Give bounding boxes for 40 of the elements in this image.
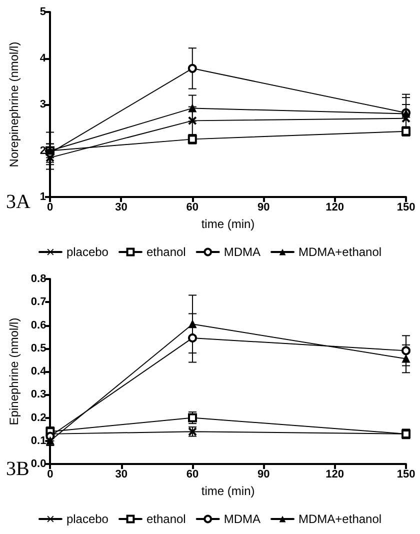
- x-tick-label: 30: [115, 468, 128, 480]
- x-tick-label: 0: [46, 202, 54, 214]
- y-tick-label: 0.7: [30, 296, 46, 308]
- y-tick-label: 2: [40, 144, 46, 157]
- legend-label: placebo: [66, 245, 109, 259]
- legend-label: MDMA: [224, 245, 261, 259]
- legend-label: MDMA+ethanol: [298, 512, 382, 526]
- x-tick-label: 120: [326, 468, 344, 480]
- y-axis-title: Norepinephrine (nmol/l): [7, 42, 21, 168]
- y-tick-label: 0.6: [30, 319, 46, 332]
- y-tick-label: 0.3: [30, 388, 46, 401]
- y-tick-label: 0.5: [30, 342, 46, 354]
- y-tick-label: 0.2: [30, 412, 46, 424]
- text: 3B: [6, 458, 30, 480]
- legend-label: ethanol: [146, 245, 186, 259]
- x-tick-label: 30: [115, 202, 128, 214]
- y-tick-label: 0.8: [30, 273, 46, 285]
- legend-label: MDMA: [224, 512, 261, 526]
- x-tick-label: 90: [257, 202, 270, 214]
- x-tick-label: 120: [326, 202, 344, 214]
- y-tick-label: 0.1: [30, 434, 46, 447]
- x-tick-label: 90: [258, 468, 270, 480]
- legend-label: placebo: [66, 512, 109, 526]
- y-tick-label: 0.4: [30, 366, 48, 378]
- x-tick-label: 60: [186, 202, 199, 214]
- y-tick-label: 0.0: [30, 458, 46, 470]
- x-axis-title: time (min): [201, 484, 255, 498]
- text: 3A: [6, 191, 31, 213]
- y-tick-label: 4: [40, 52, 47, 64]
- y-tick-label: 1: [40, 191, 46, 203]
- x-tick-label: 0: [47, 468, 54, 480]
- x-tick-label: 150: [396, 468, 416, 480]
- legend-label: MDMA+ethanol: [298, 245, 382, 259]
- x-tick-label: 60: [186, 468, 199, 480]
- x-axis-title: time (min): [201, 216, 255, 231]
- y-axis-title: Epinephrine (nmol/l): [7, 318, 21, 426]
- y-tick-label: 3: [40, 98, 46, 110]
- x-tick-label: 150: [396, 202, 416, 214]
- y-tick-label: 5: [40, 6, 46, 18]
- legend-label: ethanol: [146, 512, 186, 526]
